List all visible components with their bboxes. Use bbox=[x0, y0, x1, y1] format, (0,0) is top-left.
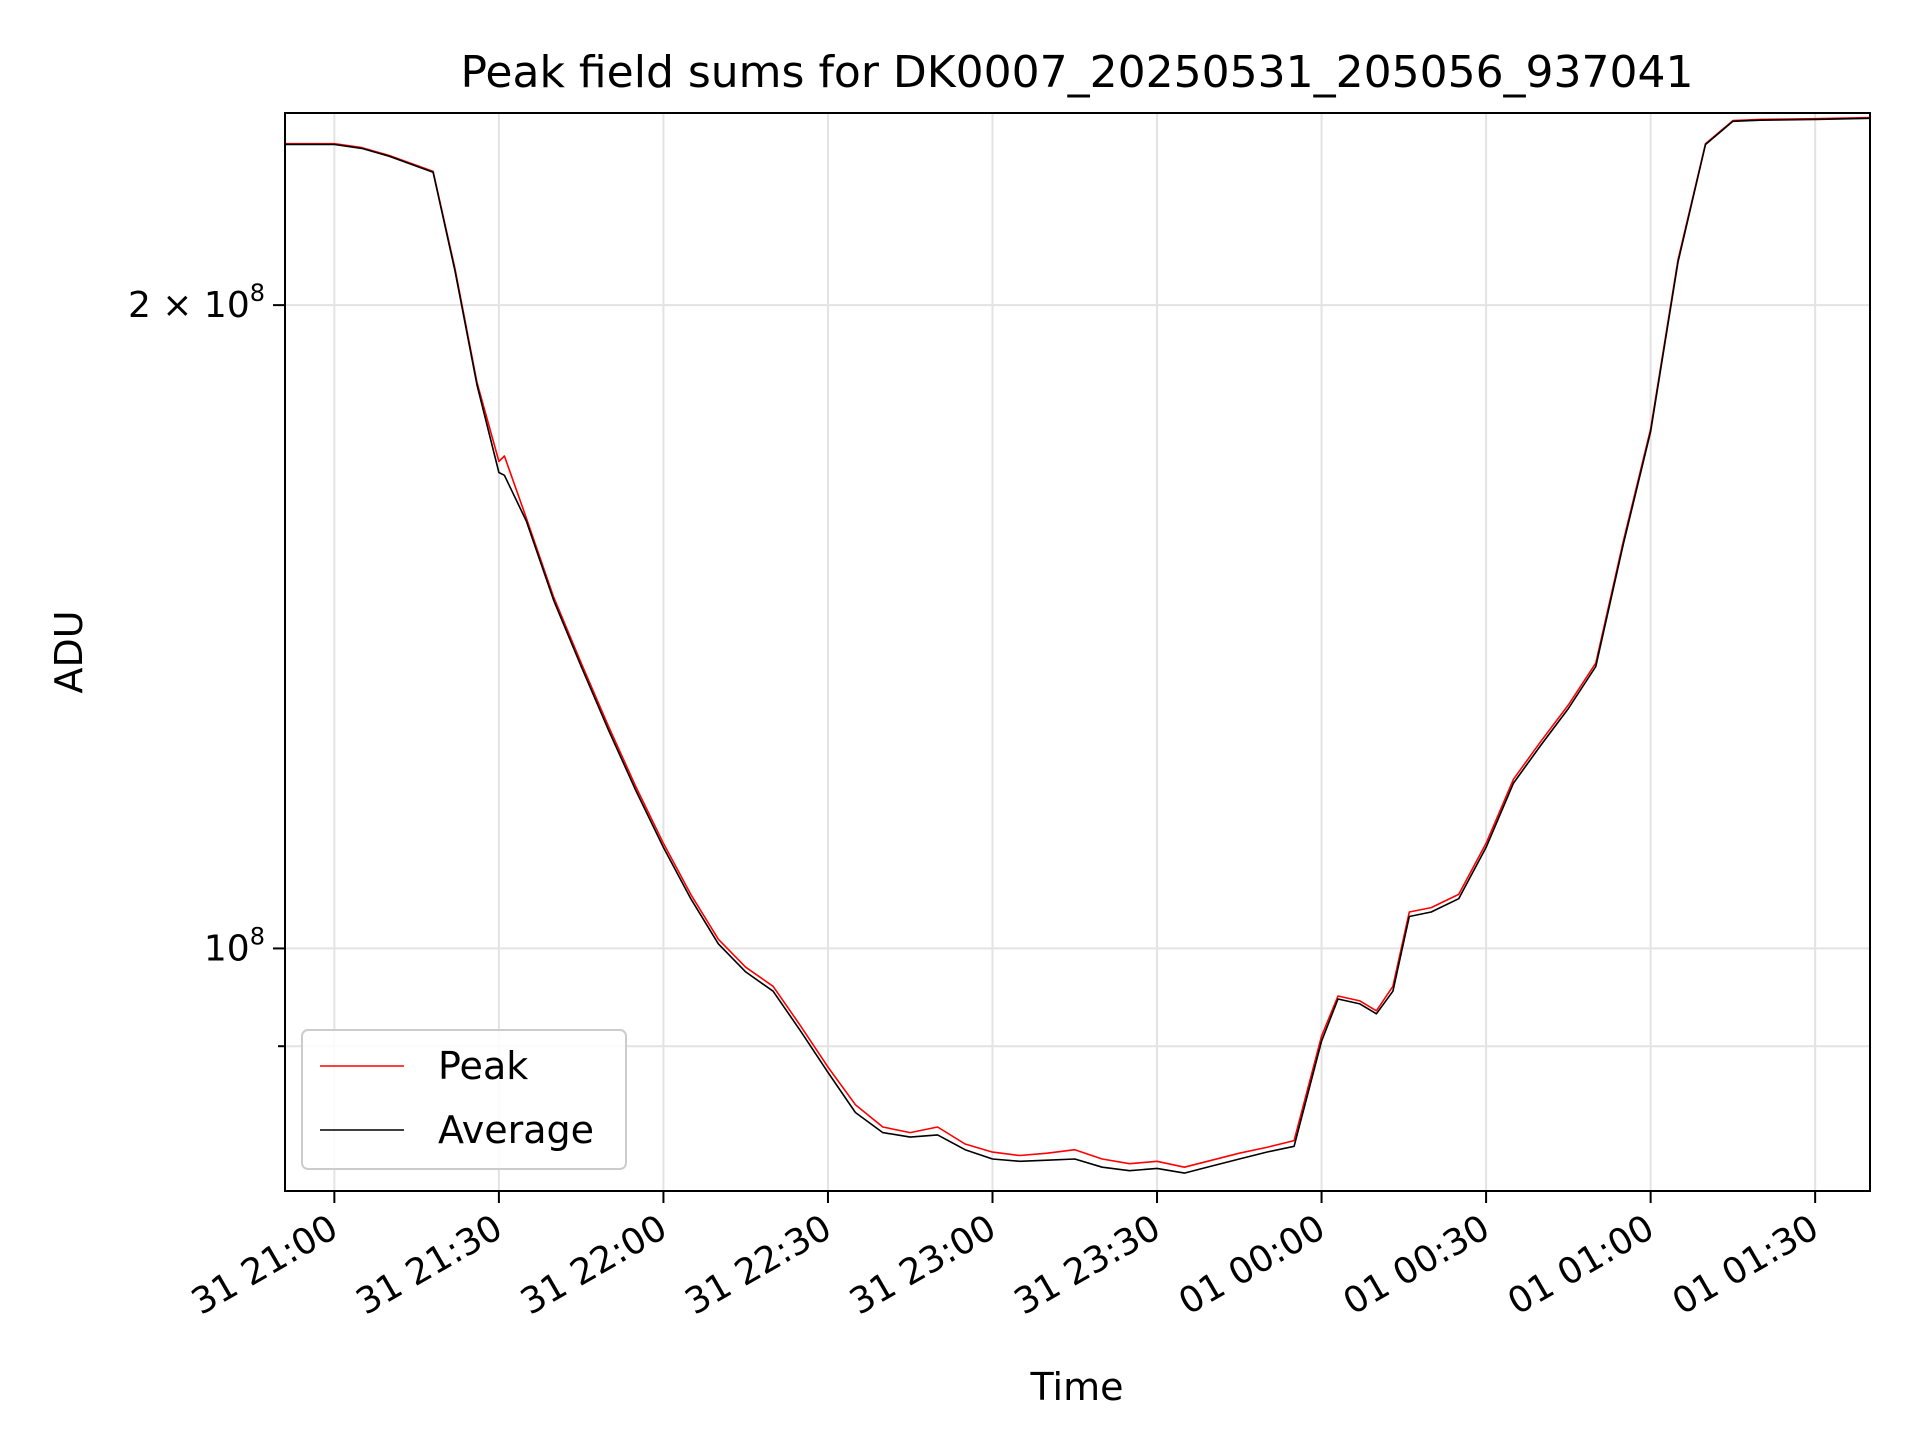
x-tick-label: 01 01:30 bbox=[1666, 1207, 1826, 1323]
chart-title: Peak field sums for DK0007_20250531_2050… bbox=[460, 47, 1693, 98]
y-tick-label: 108 bbox=[204, 922, 265, 969]
x-axis-label: Time bbox=[1030, 1365, 1124, 1409]
x-tick-label: 31 21:30 bbox=[349, 1207, 509, 1323]
grid bbox=[285, 113, 1870, 1191]
series-line-average bbox=[285, 117, 1871, 1174]
x-tick-label: 31 22:30 bbox=[679, 1207, 839, 1323]
legend: Peak Average bbox=[301, 1029, 627, 1170]
x-tick-label: 01 01:00 bbox=[1501, 1207, 1661, 1323]
x-axis-ticks: 31 21:00 31 21:30 31 22:00 31 22:30 31 23:00… bbox=[185, 1191, 1826, 1323]
x-tick-label: 31 23:00 bbox=[843, 1207, 1003, 1323]
x-tick-label: 31 23:30 bbox=[1008, 1207, 1168, 1323]
legend-label-peak: Peak bbox=[438, 1044, 528, 1088]
y-axis-ticks: 108 2 × 108 bbox=[128, 279, 285, 1048]
y-tick-label: 2 × 108 bbox=[128, 279, 265, 326]
legend-box bbox=[301, 1029, 627, 1170]
x-tick-label: 01 00:00 bbox=[1172, 1207, 1332, 1323]
plot-lines bbox=[285, 116, 1871, 1174]
x-tick-label: 01 00:30 bbox=[1337, 1207, 1497, 1323]
x-tick-label: 31 22:00 bbox=[514, 1207, 674, 1323]
legend-label-average: Average bbox=[438, 1108, 594, 1152]
x-tick-label: 31 21:00 bbox=[185, 1207, 345, 1323]
series-line-peak bbox=[285, 116, 1871, 1168]
plot-frame bbox=[284, 112, 1871, 1192]
y-axis-label: ADU bbox=[47, 610, 91, 693]
